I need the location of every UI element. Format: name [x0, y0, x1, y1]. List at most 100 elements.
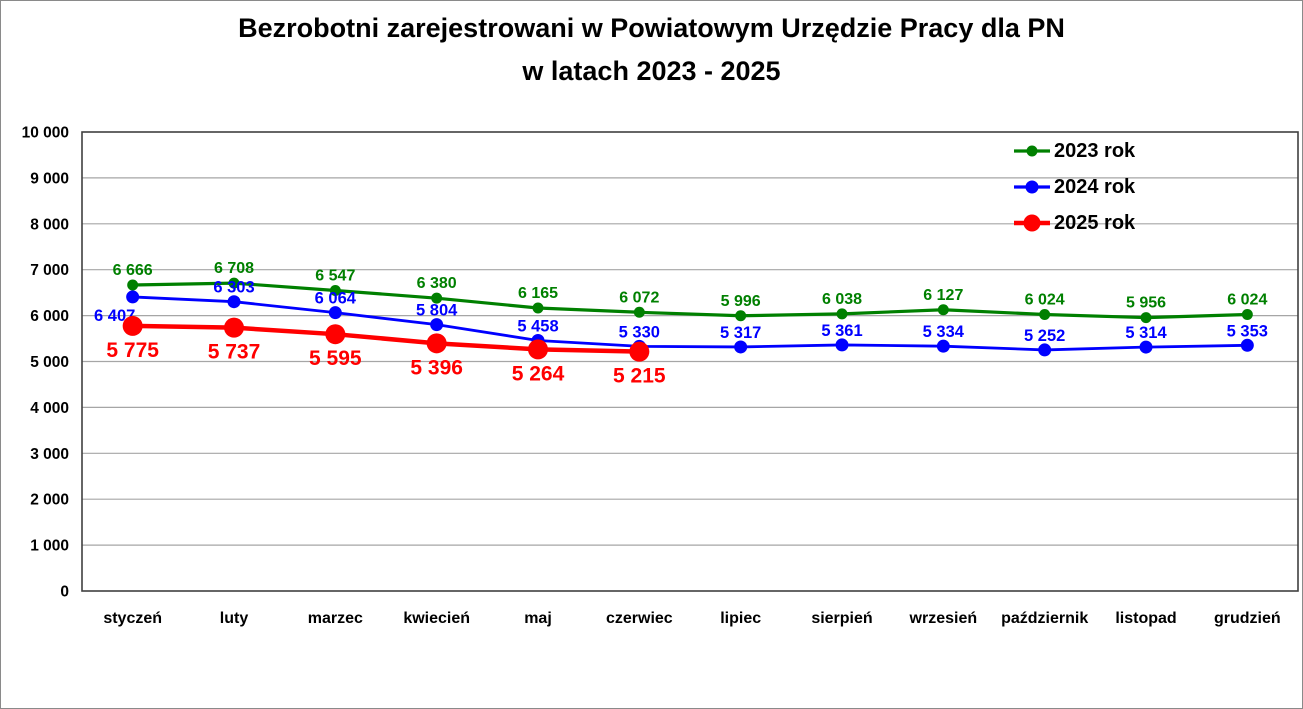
chart-title-line1: Bezrobotni zarejestrowani w Powiatowym U… — [238, 13, 1065, 43]
data-point-label: 6 303 — [213, 279, 254, 297]
data-point-label: 5 396 — [410, 356, 463, 379]
data-point-marker — [328, 306, 342, 320]
y-axis-tick-label: 2 000 — [30, 492, 69, 509]
data-point-marker — [633, 306, 645, 318]
data-point-marker — [1240, 338, 1254, 352]
data-point-marker — [528, 339, 548, 360]
x-axis-labels: styczeń luty marzec kwiecień maj czerwiec lipi… — [103, 610, 1280, 627]
data-point-label: 6 380 — [417, 275, 457, 292]
series-2023: 6 666 6 708 6 547 6 380 6 165 6 072 5 996 6 038… — [113, 260, 1267, 324]
x-axis-month-label: wrzesień — [909, 610, 978, 627]
data-point-label: 6 547 — [315, 267, 355, 284]
series-line — [130, 323, 642, 354]
y-axis-tick-label: 5 000 — [30, 354, 69, 371]
data-point-marker — [127, 279, 139, 291]
data-point-marker — [329, 284, 341, 296]
data-point-label: 5 361 — [821, 322, 862, 340]
data-point-label: 5 330 — [619, 323, 660, 341]
data-point-label: 5 458 — [517, 317, 558, 335]
x-axis-month-label: kwiecień — [403, 610, 470, 627]
data-point-label: 6 708 — [214, 260, 254, 277]
data-point-marker — [122, 315, 143, 336]
y-axis-tick-label: 10 000 — [22, 125, 69, 142]
data-point-label: 5 804 — [416, 302, 458, 320]
x-axis-month-label: styczeń — [103, 610, 162, 627]
data-point-marker — [224, 317, 244, 338]
series-2025: 5 775 5 737 5 595 5 396 5 264 5 215 — [106, 315, 666, 388]
legend-marker-2024-icon — [1014, 180, 1050, 194]
x-axis-month-label: lipiec — [720, 610, 761, 627]
y-axis-labels: 0 1 000 2 000 3 000 4 000 5 000 6 000 7 000 8 00… — [22, 125, 69, 601]
series-line — [131, 295, 1249, 352]
data-point-label: 5 775 — [106, 339, 159, 362]
data-point-label: 5 353 — [1227, 322, 1268, 340]
data-point-marker — [532, 302, 544, 314]
data-point-marker — [629, 341, 650, 362]
legend-item-2024: 2024 rok — [1013, 169, 1135, 205]
x-axis-month-label: sierpień — [811, 610, 872, 627]
x-axis-month-label: czerwiec — [606, 610, 673, 627]
data-point-marker — [836, 308, 848, 320]
data-point-marker — [228, 277, 240, 289]
x-axis-month-label: luty — [220, 610, 249, 627]
y-axis-tick-label: 1 000 — [30, 538, 69, 555]
x-axis-month-label: marzec — [308, 610, 363, 627]
data-point-marker — [426, 333, 447, 354]
data-point-marker — [937, 304, 949, 316]
data-point-marker — [1241, 308, 1253, 320]
data-point-label: 6 666 — [113, 262, 153, 279]
legend-item-2025: 2025 rok — [1013, 205, 1135, 241]
data-point-marker — [325, 324, 346, 345]
data-point-marker — [734, 340, 748, 354]
x-axis-month-label: listopad — [1115, 610, 1176, 627]
data-point-label: 6 024 — [1025, 291, 1065, 308]
x-axis-month-label: październik — [1001, 610, 1088, 627]
y-axis-tick-label: 0 — [60, 584, 69, 601]
data-point-marker — [227, 295, 241, 309]
y-axis-tick-label: 3 000 — [30, 446, 69, 463]
legend-item-2023: 2023 rok — [1013, 133, 1135, 169]
data-point-label: 5 737 — [208, 341, 261, 364]
data-point-label: 5 956 — [1126, 295, 1166, 312]
legend: 2023 rok 2024 rok 2025 rok — [1013, 133, 1135, 241]
data-point-marker — [835, 338, 849, 352]
data-point-label: 5 314 — [1125, 324, 1167, 342]
data-point-label: 6 064 — [315, 290, 357, 308]
x-axis-month-label: grudzień — [1214, 610, 1281, 627]
data-point-label: 6 038 — [822, 291, 862, 308]
data-point-marker — [1039, 308, 1051, 320]
data-point-label: 5 264 — [512, 362, 565, 385]
data-point-label: 6 165 — [518, 285, 558, 302]
data-point-label: 6 024 — [1227, 291, 1267, 308]
data-point-marker — [1139, 340, 1153, 354]
data-point-label: 5 996 — [721, 293, 761, 310]
chart-title-line2: w latach 2023 - 2025 — [522, 56, 781, 86]
y-axis-tick-label: 6 000 — [30, 308, 69, 325]
data-point-marker — [430, 318, 444, 332]
data-point-marker — [1140, 312, 1152, 324]
data-point-marker — [936, 339, 950, 353]
gridlines — [82, 177, 1298, 546]
chart-title: Bezrobotni zarejestrowani w Powiatowym U… — [1, 7, 1302, 93]
legend-label-2025: 2025 rok — [1054, 211, 1136, 234]
data-point-label: 5 215 — [613, 365, 666, 388]
data-point-label: 5 252 — [1024, 327, 1065, 345]
y-axis-tick-label: 7 000 — [30, 262, 69, 279]
y-axis-tick-label: 8 000 — [30, 216, 69, 233]
data-point-marker — [735, 310, 747, 322]
data-point-marker — [431, 292, 443, 304]
x-axis-month-label: maj — [524, 610, 552, 627]
legend-label-2024: 2024 rok — [1054, 175, 1136, 198]
y-axis-tick-label: 4 000 — [30, 400, 69, 417]
legend-marker-2023-icon — [1014, 145, 1050, 157]
data-point-label: 5 334 — [923, 323, 965, 341]
data-point-marker — [126, 290, 140, 304]
y-axis-tick-label: 9 000 — [30, 170, 69, 187]
legend-marker-2025-icon — [1014, 214, 1050, 232]
data-point-label: 6 127 — [923, 287, 963, 304]
plot-frame — [81, 131, 1299, 592]
data-point-label: 6 072 — [619, 289, 659, 306]
